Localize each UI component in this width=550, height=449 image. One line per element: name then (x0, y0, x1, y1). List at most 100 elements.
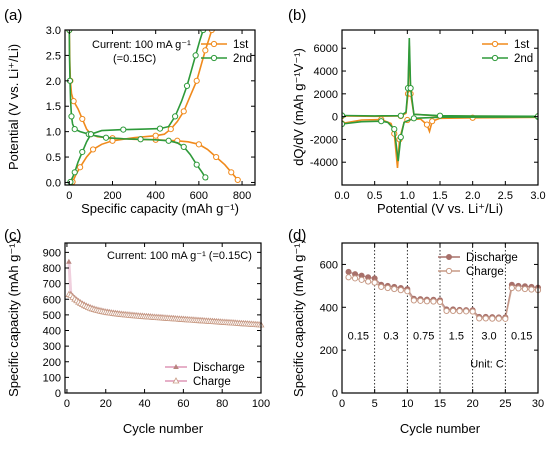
data-point (87, 131, 95, 138)
data-point (508, 284, 515, 292)
plot-area (342, 37, 538, 168)
data-point (172, 113, 179, 120)
legend-marker (491, 40, 499, 48)
y-axis-label: Specific capacity (mAh g⁻¹) (291, 239, 306, 397)
data-point (417, 297, 424, 304)
y-tick-label: 4000 (314, 66, 338, 78)
x-tick-label: 20 (100, 398, 112, 410)
y-tick-label: 0 (55, 388, 61, 400)
x-tick-label: 60 (177, 398, 189, 410)
series-line-2nd (68, 30, 209, 181)
panel-label: (c) (4, 227, 22, 244)
series-line-1st (71, 30, 213, 183)
plot-frame (341, 29, 539, 186)
legend-label: 2nd (233, 53, 252, 65)
current-annotation: Current: 100 mA g⁻¹ (92, 39, 191, 51)
y-tick-label: 6000 (314, 43, 338, 55)
x-tick-label: 100 (252, 398, 270, 410)
data-point (397, 287, 404, 294)
data-point (152, 132, 159, 139)
y-tick-label: 200 (43, 357, 61, 369)
y-tick-label: 400 (43, 326, 61, 338)
data-point (345, 274, 352, 281)
legend-label: 2nd (514, 53, 533, 65)
data-point (521, 285, 529, 293)
x-axis-label: Cycle number (400, 421, 481, 436)
x-tick-label: 15 (434, 398, 446, 410)
rate-label: 0.75 (413, 330, 434, 342)
data-point (449, 307, 457, 315)
data-point (342, 120, 346, 128)
y-tick-label: 900 (43, 247, 61, 259)
data-point (77, 164, 84, 171)
data-point (202, 47, 209, 54)
panel-d: 0 5 10 15 20 25 30 0 200 400 600 Cycle number Specif… (288, 227, 544, 436)
data-point (476, 315, 483, 322)
legend-marker (172, 377, 180, 384)
data-point (137, 136, 144, 143)
x-tick-label: 0 (64, 398, 70, 410)
data-point (436, 112, 444, 119)
y-tick-label: 500 (43, 310, 61, 322)
y-tick-label: 2000 (314, 89, 338, 101)
x-axis-label: Potential (V vs. Li⁺/Li) (377, 201, 503, 216)
rate-label: 3.0 (481, 330, 496, 342)
y-tick-label: 0 (332, 388, 338, 400)
data-point (482, 315, 489, 322)
y-tick-label: 200 (320, 345, 338, 357)
x-tick-label: 10 (401, 398, 413, 410)
x-axis-label: Cycle number (123, 421, 204, 436)
data-point (528, 286, 535, 293)
y-tick-label: 3.0 (46, 25, 61, 37)
data-point (67, 178, 74, 185)
data-point (351, 275, 359, 282)
y-tick-label: 2.5 (46, 50, 61, 62)
data-point (378, 283, 385, 291)
data-point (228, 169, 235, 176)
plot-area (66, 30, 241, 185)
y-tick-label: 1.0 (46, 127, 61, 139)
data-point (195, 141, 202, 148)
data-point (79, 115, 86, 123)
plot-frame (64, 242, 262, 394)
data-point (397, 134, 404, 141)
data-point (180, 143, 187, 150)
x-tick-label: 0 (339, 398, 345, 410)
legend-marker (173, 364, 179, 369)
legend-label: Charge (466, 266, 504, 278)
x-tick-label: 20 (467, 398, 479, 410)
data-point (208, 30, 215, 34)
x-tick-label: 25 (499, 398, 511, 410)
data-point (120, 126, 127, 133)
data-point (371, 279, 378, 286)
panel-b: 0.0 0.5 1.0 1.5 2.0 2.5 3.0 -4000 -2000 0 2000 4000… (288, 7, 546, 216)
series-glow (67, 261, 262, 326)
data-point (180, 108, 187, 115)
data-point (502, 315, 509, 322)
x-tick-label: 200 (103, 190, 121, 202)
data-point (71, 125, 78, 133)
data-point (345, 268, 352, 275)
x-tick-label: 2.5 (498, 190, 513, 202)
data-point (365, 278, 372, 285)
data-point (436, 298, 444, 306)
y-tick-label: 800 (43, 263, 61, 275)
data-point (391, 126, 398, 133)
data-point (102, 134, 110, 141)
x-tick-label: 600 (190, 190, 208, 202)
data-point (200, 30, 207, 34)
data-point (234, 176, 241, 184)
rate-label: 0.15 (511, 330, 532, 342)
legend-label: 1st (514, 39, 530, 51)
data-point (404, 288, 411, 295)
panel-a: 0 200 400 600 800 0.0 0.5 1.0 1.5 2.0 2.5 3.0 Specif… (4, 7, 256, 216)
x-tick-label: 400 (147, 190, 165, 202)
current-annotation: Current: 100 mA g⁻¹ (=0.15C) (107, 250, 252, 262)
data-point (183, 82, 191, 90)
x-tick-label: 5 (372, 398, 378, 410)
data-point (469, 308, 476, 315)
y-tick-label: 100 (43, 372, 61, 384)
data-point (443, 307, 450, 315)
series-line-1st (342, 45, 538, 118)
data-point (407, 85, 414, 92)
